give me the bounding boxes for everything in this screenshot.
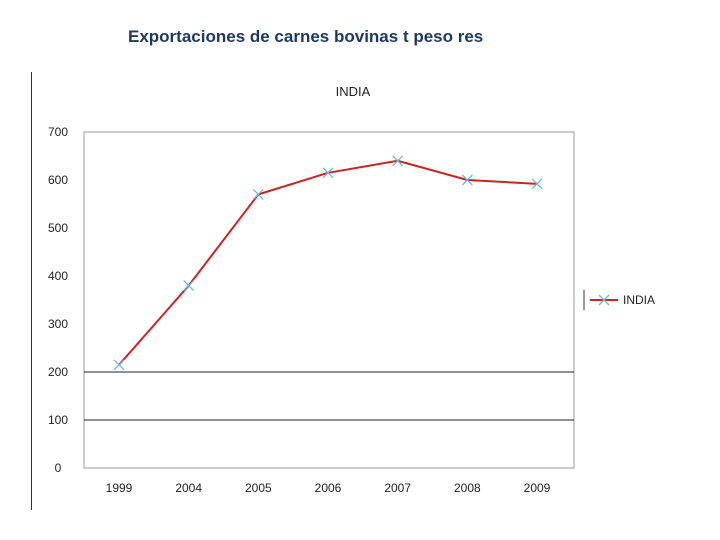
x-tick-label: 2004 — [175, 481, 202, 495]
y-tick-label: 0 — [55, 461, 62, 475]
data-point-marker — [392, 155, 404, 167]
x-tick-label: 2006 — [315, 481, 342, 495]
y-tick-label: 700 — [48, 125, 68, 139]
data-point-marker — [322, 167, 334, 179]
x-tick-label: 2005 — [245, 481, 272, 495]
data-point-marker — [113, 359, 125, 371]
plot-area — [83, 131, 575, 469]
y-tick-label: 100 — [48, 413, 68, 427]
data-point-marker — [461, 174, 473, 186]
slide-title: Exportaciones de carnes bovinas t peso r… — [128, 27, 484, 46]
data-point-marker — [531, 178, 543, 190]
y-tick-label: 600 — [48, 173, 68, 187]
data-point-marker — [183, 280, 195, 292]
y-tick-label: 400 — [48, 269, 68, 283]
data-point-marker — [252, 188, 264, 200]
y-tick-label: 200 — [48, 365, 68, 379]
chart-title: INDIA — [336, 84, 371, 99]
x-tick-label: 1999 — [106, 481, 133, 495]
legend-marker — [598, 294, 610, 306]
series-line-india — [118, 159, 538, 366]
x-tick-label: 2009 — [524, 481, 551, 495]
left-divider-line — [31, 72, 32, 510]
y-tick-label: 500 — [48, 221, 68, 235]
legend-label: INDIA — [623, 293, 655, 307]
x-tick-label: 2008 — [454, 481, 481, 495]
x-tick-label: 2007 — [384, 481, 411, 495]
y-tick-label: 300 — [48, 317, 68, 331]
